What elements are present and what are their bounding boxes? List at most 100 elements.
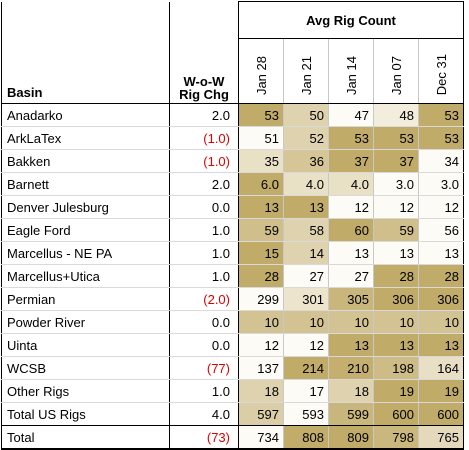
- rig-count-cell: 13: [418, 333, 464, 357]
- rig-count-cell: 37: [328, 149, 374, 173]
- week-label: Jan 28: [253, 55, 269, 95]
- basin-name: WCSB: [1, 356, 170, 380]
- wow-rig-change: (2.0): [169, 287, 239, 311]
- rig-count-cell: 13: [328, 333, 374, 357]
- rig-count-cell: 600: [418, 402, 464, 426]
- rig-count-cell: 59: [373, 218, 419, 242]
- rig-count-cell: 12: [418, 195, 464, 219]
- rig-count-cell: 53: [373, 126, 419, 150]
- table-row: Marcellus - NE PA 1.0 15 14 13 13 13: [1, 241, 464, 265]
- header-row-top: Avg Rig Count: [1, 1, 464, 39]
- rig-count-cell: 35: [238, 149, 284, 173]
- rig-count-cell: 798: [373, 425, 419, 450]
- rig-count-cell: 12: [283, 333, 329, 357]
- rig-count-cell: 59: [238, 218, 284, 242]
- wow-column-header: W-o-W Rig Chg: [169, 38, 239, 104]
- wow-rig-change: (1.0): [169, 126, 239, 150]
- basin-name: Bakken: [1, 149, 170, 173]
- week-label: Jan 07: [388, 55, 404, 95]
- rig-count-cell: 12: [328, 195, 374, 219]
- rig-count-cell: 18: [238, 379, 284, 403]
- basin-name: Eagle Ford: [1, 218, 170, 242]
- basin-name: Total US Rigs: [1, 402, 170, 426]
- rig-count-cell: 10: [373, 310, 419, 334]
- rig-count-cell: 53: [328, 126, 374, 150]
- rig-count-cell: 13: [328, 241, 374, 265]
- rig-count-cell: 10: [283, 310, 329, 334]
- table-row: Eagle Ford 1.0 59 58 60 59 56: [1, 218, 464, 242]
- rig-count-cell: 50: [283, 103, 329, 127]
- total-row: Total (73) 734 808 809 798 765: [1, 425, 464, 450]
- wow-rig-change: 0.0: [169, 310, 239, 334]
- rig-count-cell: 34: [418, 149, 464, 173]
- rig-count-cell: 60: [328, 218, 374, 242]
- header-blank-basin: [1, 1, 170, 39]
- rig-count-cell: 299: [238, 287, 284, 311]
- rig-count-cell: 808: [283, 425, 329, 450]
- table-row: Barnett 2.0 6.0 4.0 4.0 3.0 3.0: [1, 172, 464, 196]
- table-row: Bakken (1.0) 35 36 37 37 34: [1, 149, 464, 173]
- rig-count-cell: 28: [238, 264, 284, 288]
- rig-count-cell: 13: [373, 241, 419, 265]
- week-label: Jan 14: [343, 55, 359, 95]
- rig-count-cell: 10: [328, 310, 374, 334]
- table-row: Powder River 0.0 10 10 10 10 10: [1, 310, 464, 334]
- wow-rig-change: 1.0: [169, 264, 239, 288]
- rig-count-cell: 28: [418, 264, 464, 288]
- wow-rig-change: (1.0): [169, 149, 239, 173]
- table-row: Permian (2.0) 299 301 305 306 306: [1, 287, 464, 311]
- rig-count-cell: 4.0: [283, 172, 329, 196]
- basin-column-header: Basin: [1, 38, 170, 104]
- rig-count-cell: 12: [238, 333, 284, 357]
- rig-count-cell: 3.0: [418, 172, 464, 196]
- rig-count-cell: 734: [238, 425, 284, 450]
- table-row: WCSB (77) 137 214 210 198 164: [1, 356, 464, 380]
- table-row: Uinta 0.0 12 12 13 13 13: [1, 333, 464, 357]
- rig-count-cell: 58: [283, 218, 329, 242]
- rig-count-cell: 306: [418, 287, 464, 311]
- rig-count-cell: 10: [238, 310, 284, 334]
- week-header: Jan 14: [328, 38, 374, 104]
- rig-count-cell: 4.0: [328, 172, 374, 196]
- header-blank-wow: [169, 1, 239, 39]
- rig-count-cell: 600: [373, 402, 419, 426]
- rig-count-cell: 27: [283, 264, 329, 288]
- table-row: Other Rigs 1.0 18 17 18 19 19: [1, 379, 464, 403]
- table-row: Denver Julesburg 0.0 13 13 12 12 12: [1, 195, 464, 219]
- rig-count-cell: 10: [418, 310, 464, 334]
- wow-rig-change: (77): [169, 356, 239, 380]
- wow-rig-change: 1.0: [169, 241, 239, 265]
- rig-count-cell: 13: [238, 195, 284, 219]
- wow-rig-change: 2.0: [169, 103, 239, 127]
- basin-name: Anadarko: [1, 103, 170, 127]
- table-row: ArkLaTex (1.0) 51 52 53 53 53: [1, 126, 464, 150]
- week-header: Jan 21: [283, 38, 329, 104]
- wow-rig-change: 0.0: [169, 333, 239, 357]
- rig-count-cell: 164: [418, 356, 464, 380]
- rig-count-cell: 137: [238, 356, 284, 380]
- week-label: Jan 21: [298, 55, 314, 95]
- rig-count-cell: 306: [373, 287, 419, 311]
- rig-count-cell: 47: [328, 103, 374, 127]
- basin-name: Other Rigs: [1, 379, 170, 403]
- rig-count-cell: 36: [283, 149, 329, 173]
- rig-count-cell: 15: [238, 241, 284, 265]
- header-row-columns: Basin W-o-W Rig Chg Jan 28 Jan 21 Jan 14…: [1, 38, 464, 104]
- rig-count-cell: 51: [238, 126, 284, 150]
- total-us-row: Total US Rigs 4.0 597 593 599 600 600: [1, 402, 464, 426]
- basin-name: Powder River: [1, 310, 170, 334]
- rig-count-cell: 19: [373, 379, 419, 403]
- rig-count-cell: 305: [328, 287, 374, 311]
- avg-rig-count-title: Avg Rig Count: [238, 1, 464, 39]
- rig-count-cell: 53: [418, 126, 464, 150]
- rig-count-cell: 13: [283, 195, 329, 219]
- rig-count-cell: 53: [238, 103, 284, 127]
- basin-name: Denver Julesburg: [1, 195, 170, 219]
- basin-name: Marcellus+Utica: [1, 264, 170, 288]
- wow-rig-change: (73): [169, 425, 239, 450]
- week-label: Dec 31: [433, 53, 449, 95]
- rig-count-cell: 765: [418, 425, 464, 450]
- table-row: Marcellus+Utica 1.0 28 27 27 28 28: [1, 264, 464, 288]
- rig-count-cell: 48: [373, 103, 419, 127]
